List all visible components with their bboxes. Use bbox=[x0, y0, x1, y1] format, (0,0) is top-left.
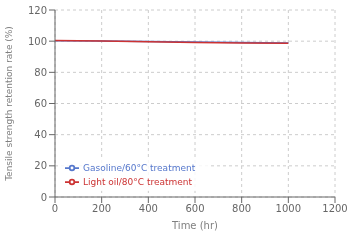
svg-text:0: 0 bbox=[52, 203, 58, 214]
svg-text:800: 800 bbox=[232, 203, 251, 214]
html-text:Light oil/80°C treatment: Light oil/80°C treatment bbox=[83, 176, 193, 187]
svg-text:100: 100 bbox=[28, 36, 47, 47]
svg-text:400: 400 bbox=[139, 203, 158, 214]
svg-text:Tensile strength retention rat: Tensile strength retention rate (%) bbox=[8, 26, 14, 182]
html-text:Gasoline/60°C treatment: Gasoline/60°C treatment bbox=[83, 162, 196, 173]
svg-text:200: 200 bbox=[92, 203, 111, 214]
svg-text:Time (hr): Time (hr) bbox=[171, 220, 218, 231]
svg-text:1000: 1000 bbox=[276, 203, 301, 214]
svg-text:120: 120 bbox=[28, 5, 47, 16]
svg-text:40: 40 bbox=[34, 129, 47, 140]
svg-text:80: 80 bbox=[34, 67, 47, 78]
svg-text:600: 600 bbox=[185, 203, 204, 214]
svg-text:60: 60 bbox=[34, 98, 47, 109]
svg-text:20: 20 bbox=[34, 160, 47, 171]
svg-text:1200: 1200 bbox=[322, 203, 342, 214]
svg-text:0: 0 bbox=[41, 192, 47, 203]
